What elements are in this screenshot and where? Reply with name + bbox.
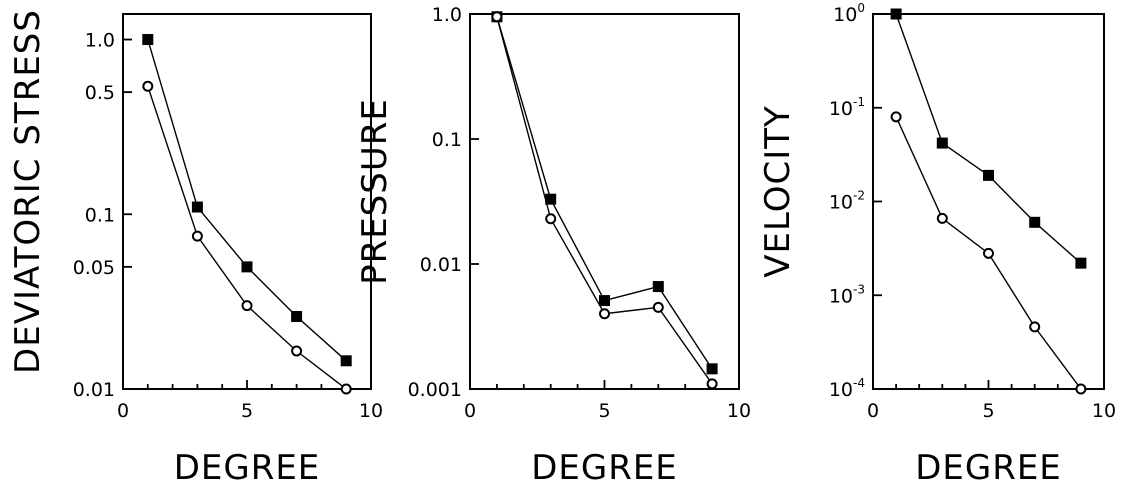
data-point-square (291, 310, 303, 322)
data-point-square (241, 261, 253, 273)
x-axis-title: DEGREE (174, 448, 321, 488)
data-point-square (545, 193, 557, 205)
data-point-circle (142, 80, 154, 92)
x-tick-label: 10 (727, 400, 751, 422)
x-tick-label: 10 (359, 400, 383, 422)
x-tick-label: 5 (241, 400, 253, 422)
y-tick-label: 0.01 (73, 379, 115, 401)
x-tick-label: 0 (464, 400, 476, 422)
y-tick-label: 0.5 (85, 82, 115, 104)
chart-panel-2: 0 5 10 1.0 0.1 0.01 0.001 DEGREE PRESSURE (355, 4, 751, 488)
y-tick-label: 0.001 (408, 379, 462, 401)
plot-frame (122, 13, 372, 390)
y-tick-label: 10-1 (829, 95, 865, 120)
plot-frame (872, 13, 1105, 390)
y-tick-label: 10-4 (829, 376, 865, 401)
data-point-square (706, 363, 718, 375)
data-point-square (599, 295, 610, 307)
series-line (895, 13, 1082, 264)
y-tick-label: 100 (833, 1, 865, 26)
plot-frame (469, 13, 740, 390)
data-point-circle (890, 111, 902, 123)
series-line (147, 39, 347, 362)
data-point-circle (983, 247, 994, 259)
x-tick-label: 0 (867, 400, 879, 422)
series-line (496, 16, 713, 385)
y-tick-label: 0.1 (85, 204, 115, 226)
data-point-circle (545, 213, 557, 225)
data-point-square (340, 355, 352, 367)
y-tick-label: 10-3 (829, 282, 865, 307)
y-tick-label: 1.0 (85, 30, 115, 52)
y-axis-title: VELOCITY (758, 105, 798, 278)
data-point-circle (491, 11, 503, 23)
chart-panel-1: 0 5 10 1.0 0.5 0.1 0.05 0.01 DEGREE DEVIATORIC ST… (8, 9, 383, 488)
chart-panel-3: 0 5 10 100 10-1 10-2 10-3 10-4 DEGREE VELOCITY (758, 1, 1116, 488)
y-tick-label: 10-2 (829, 189, 865, 214)
data-point-circle (706, 378, 718, 390)
data-point-circle (1029, 321, 1041, 333)
data-point-square (936, 137, 948, 149)
data-point-circle (191, 230, 203, 242)
data-point-square (890, 8, 902, 20)
y-tick-label: 0.1 (432, 129, 462, 151)
data-point-square (191, 201, 203, 213)
data-point-circle (936, 212, 948, 224)
series-line (147, 86, 347, 390)
y-tick-label: 0.05 (73, 257, 115, 279)
data-point-circle (291, 345, 303, 357)
x-tick-label: 5 (982, 400, 994, 422)
data-point-square (1075, 257, 1087, 269)
data-point-square (142, 34, 154, 46)
x-tick-label: 10 (1092, 400, 1116, 422)
data-point-square (1029, 216, 1041, 228)
y-tick-label: 1.0 (432, 4, 462, 26)
y-axis-title: PRESSURE (355, 98, 395, 285)
y-tick-label: 0.01 (420, 254, 462, 276)
data-point-circle (340, 383, 352, 395)
y-axis-title: DEVIATORIC STRESS (8, 9, 48, 374)
data-point-circle (599, 308, 610, 320)
data-point-square (983, 169, 994, 181)
data-point-circle (652, 301, 664, 313)
x-axis-title: DEGREE (915, 448, 1062, 488)
data-point-circle (241, 300, 253, 312)
x-tick-label: 5 (598, 400, 610, 422)
data-point-square (652, 281, 664, 293)
x-tick-label: 0 (117, 400, 129, 422)
data-point-circle (1075, 383, 1087, 395)
x-axis-title: DEGREE (531, 448, 678, 488)
